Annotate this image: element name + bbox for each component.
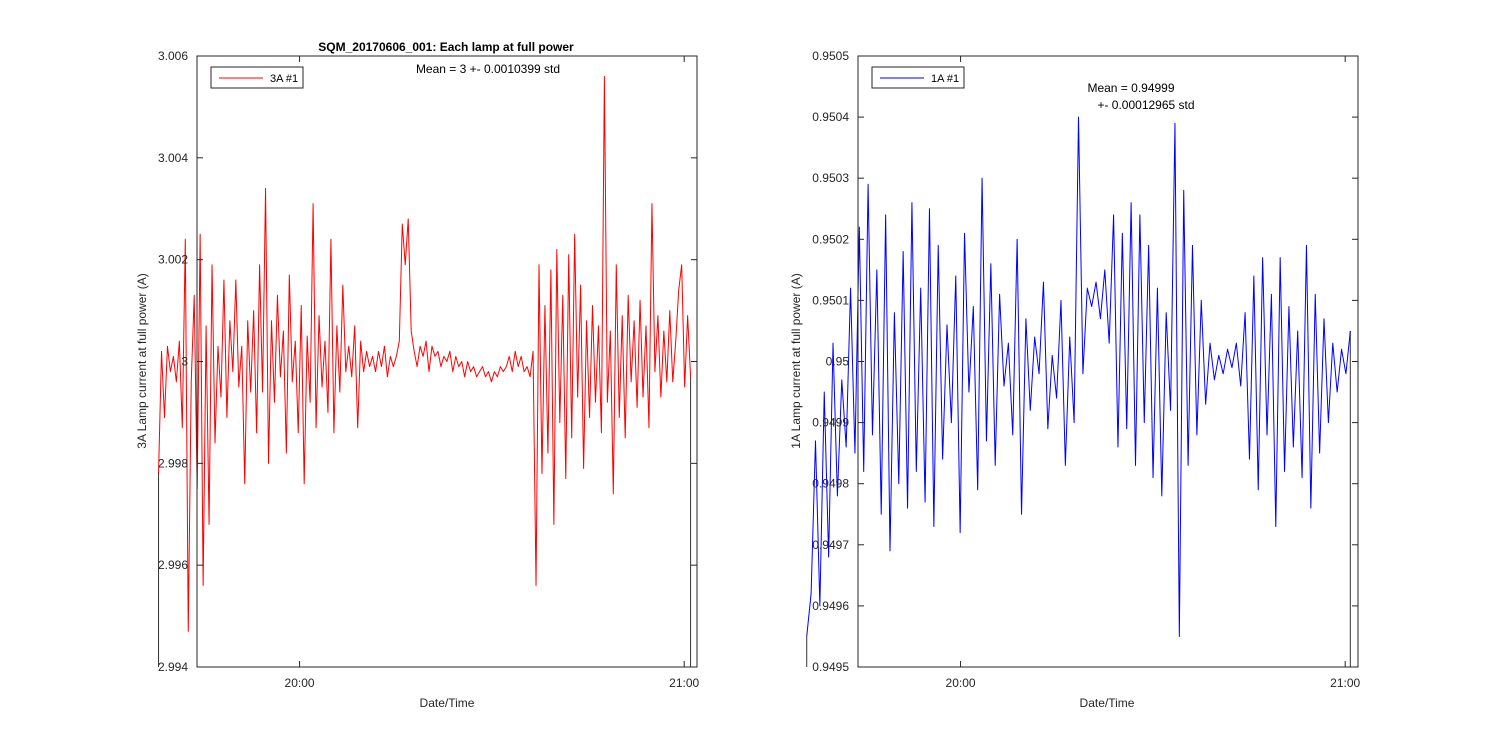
x-axis-label: Date/Time <box>1080 696 1135 710</box>
y-tick-label: 2.996 <box>158 558 188 572</box>
y-tick-label: 0.9505 <box>812 49 849 63</box>
series-line <box>158 75 692 632</box>
y-tick-label: 3.006 <box>158 49 188 63</box>
legend-label-3a: 3A #1 <box>270 73 298 85</box>
x-tick-label: 21:00 <box>669 676 699 690</box>
y-tick-label: 0.9498 <box>812 477 849 491</box>
chart-1a-lamp-current: 0.9495 0.9496 0.9497 0.9498 0.9499 0.95 0.9501… <box>789 49 1361 710</box>
mean-annotation-line-1: Mean = 0.94999 <box>1087 81 1174 95</box>
legend-label-1a: 1A #1 <box>931 73 959 85</box>
chart-title: SQM_20170606_001: Each lamp at full powe… <box>318 40 574 54</box>
x-axis-label: Date/Time <box>420 696 475 710</box>
plot-area <box>158 75 692 667</box>
y-tick-label: 0.9495 <box>812 660 849 674</box>
chart-3a-lamp-current: SQM_20170606_001: Each lamp at full powe… <box>135 40 700 710</box>
mean-annotation-line-1: Mean = 3 +- 0.0010399 std <box>416 62 560 76</box>
y-tick-label: 3.004 <box>158 151 188 165</box>
legend: 1A #1 <box>871 66 965 89</box>
y-tick-label: 0.9502 <box>812 232 849 246</box>
y-tick-label: 0.9501 <box>812 293 849 307</box>
y-tick-label: 0.95 <box>826 355 850 369</box>
x-tick-label: 20:00 <box>946 676 976 690</box>
y-tick-label: 3 <box>181 355 188 369</box>
y-axis-label: 1A Lamp current at full power (A) <box>789 273 803 448</box>
y-tick-label: 0.9497 <box>812 538 849 552</box>
ticks: 2.994 2.996 2.998 3 3.002 3.004 3.006 20:00 21:0… <box>158 49 700 690</box>
ticks: 0.9495 0.9496 0.9497 0.9498 0.9499 0.95 0.9501… <box>812 49 1360 690</box>
y-tick-label: 3.002 <box>158 253 188 267</box>
y-tick-label: 0.9504 <box>812 110 849 124</box>
y-tick-label: 0.9499 <box>812 416 849 430</box>
y-tick-label: 2.998 <box>158 456 188 470</box>
mean-annotation-line-2: +- 0.00012965 std <box>1097 98 1194 112</box>
x-tick-label: 21:00 <box>1330 676 1360 690</box>
series-line <box>806 116 1351 637</box>
legend: 3A #1 <box>210 66 304 89</box>
plot-area <box>806 116 1351 667</box>
y-tick-label: 0.9496 <box>812 599 849 613</box>
y-axis-label: 3A Lamp current at full power (A) <box>135 273 149 448</box>
y-tick-label: 2.994 <box>158 660 188 674</box>
x-tick-label: 20:00 <box>285 676 315 690</box>
y-tick-label: 0.9503 <box>812 171 849 185</box>
